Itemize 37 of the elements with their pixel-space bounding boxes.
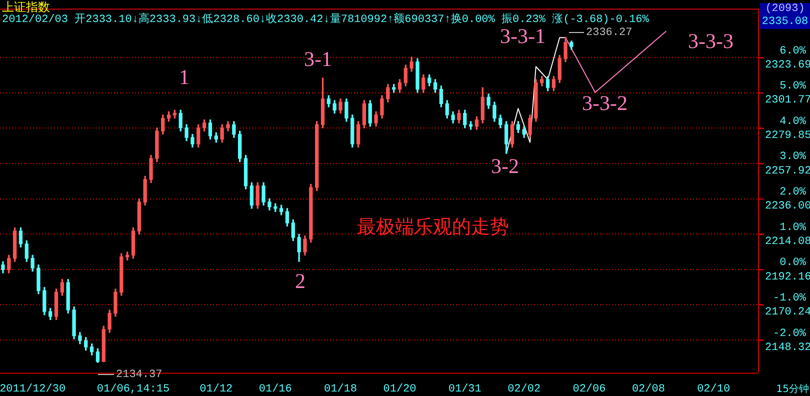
x-tick-label: 02/10 — [697, 383, 730, 396]
annotation: 3-2 — [491, 154, 519, 178]
y2-tick-label: 1.0% — [780, 222, 806, 234]
x-tick-label: 2011/12/30 — [0, 383, 66, 396]
y2-tick-label: 4.0% — [780, 116, 806, 128]
annotation: 最极端乐观的走势 — [357, 215, 509, 240]
x-tick-label: 01/06,14:15 — [96, 383, 170, 396]
chart-subtitle: 2012/02/03 开2333.10↓高2333.93↓低2328.60↓收2330.42↓量7810992↑额690337↑换0.00% 振0.23% 涨(-3.68)-0.16% — [2, 14, 649, 26]
x-tick-label: 01/16 — [258, 383, 292, 396]
annotation: 1 — [179, 65, 190, 89]
y2-tick-label: -1.0% — [772, 292, 806, 305]
y-tick-label: 2148.32 — [765, 342, 810, 354]
y2-tick-label: 5.0% — [780, 80, 806, 93]
x-tick-label: 02/02 — [508, 383, 541, 396]
annotation: 3-3-2 — [582, 91, 628, 115]
y2-tick-label: 3.0% — [780, 151, 806, 164]
x-tick-label: 02/06 — [572, 383, 606, 396]
y2-tick-label: -2.0% — [772, 328, 806, 340]
x-tick-label: 02/08 — [632, 383, 665, 396]
annotation: 2 — [295, 269, 306, 293]
y2-tick-label: 6.0% — [780, 45, 806, 58]
text: 15分钟 — [776, 382, 809, 396]
text: 2335.08 — [760, 16, 810, 29]
annotation: 3-3-3 — [688, 29, 734, 53]
x-tick-label: 01/18 — [324, 383, 358, 396]
x-tick-label: 01/12 — [200, 383, 233, 396]
y2-tick-label: 2.0% — [780, 186, 806, 199]
annotation: 3-3-1 — [500, 24, 546, 48]
text: (2093) — [760, 3, 810, 16]
y-tick-label: 2323.69 — [765, 59, 810, 72]
y2-tick-label: 0.0% — [780, 257, 806, 270]
y-tick-label: 2301.77 — [765, 94, 810, 107]
x-tick-label: 01/31 — [448, 383, 482, 396]
y-tick-label: 2257.92 — [765, 165, 810, 178]
annotation: 2336.27 — [586, 27, 632, 39]
x-tick-label: 01/20 — [383, 383, 416, 396]
annotation: 3-1 — [304, 47, 332, 71]
